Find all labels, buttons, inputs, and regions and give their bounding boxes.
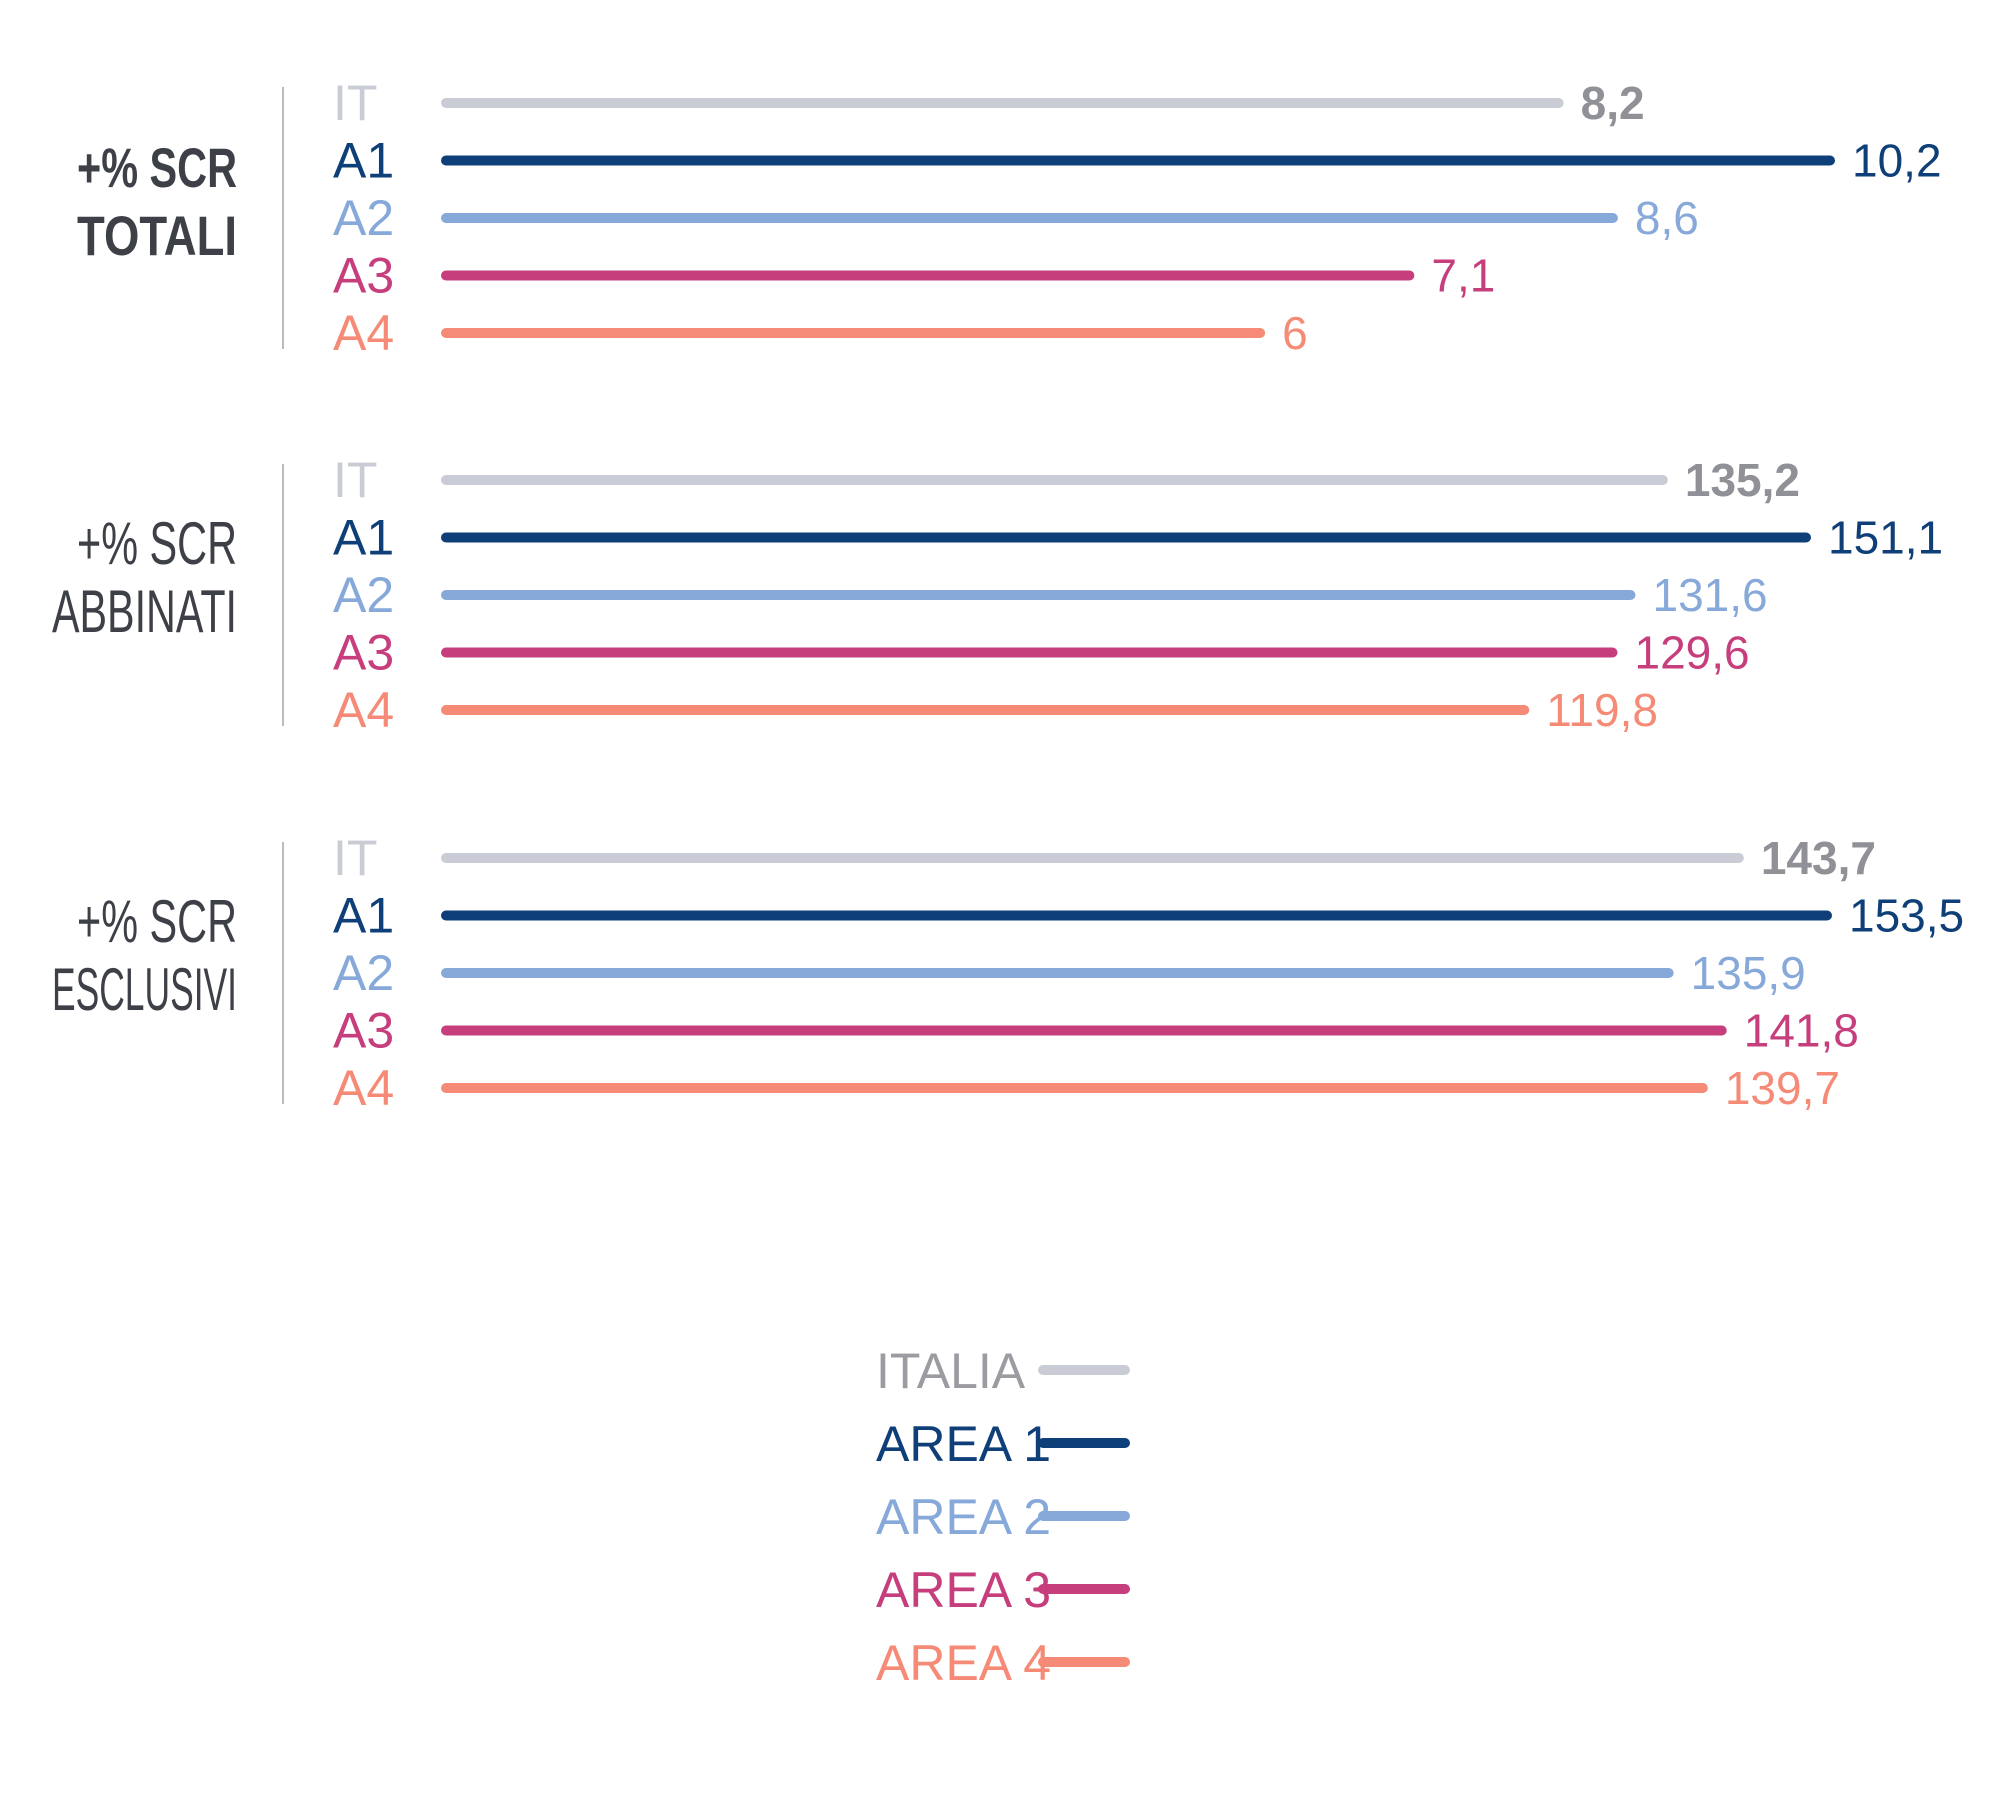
category-label: A3 xyxy=(333,248,394,304)
category-label: A3 xyxy=(333,625,394,681)
category-label: A1 xyxy=(333,133,394,189)
category-label: IT xyxy=(333,830,377,886)
value-label: 151,1 xyxy=(1828,512,1943,564)
value-label: 8,6 xyxy=(1635,192,1699,244)
category-label: A2 xyxy=(333,190,394,246)
group-title: +% SCR xyxy=(77,136,237,199)
legend-label: AREA 2 xyxy=(876,1489,1051,1545)
category-label: A1 xyxy=(333,888,394,944)
value-label: 8,2 xyxy=(1581,77,1645,129)
category-label: A3 xyxy=(333,1003,394,1059)
value-label: 153,5 xyxy=(1849,890,1964,942)
legend-label: ITALIA xyxy=(876,1343,1026,1399)
category-label: A1 xyxy=(333,510,394,566)
group-title: TOTALI xyxy=(77,204,237,267)
value-label: 119,8 xyxy=(1546,684,1658,736)
value-label: 129,6 xyxy=(1634,627,1749,679)
value-label: 139,7 xyxy=(1725,1062,1840,1114)
value-label: 6 xyxy=(1282,307,1308,359)
category-label: A2 xyxy=(333,567,394,623)
value-label: 7,1 xyxy=(1431,250,1495,302)
group-title: +% SCR xyxy=(77,510,237,577)
value-label: 131,6 xyxy=(1652,569,1767,621)
legend-label: AREA 4 xyxy=(876,1635,1051,1691)
category-label: IT xyxy=(333,452,377,508)
category-label: A4 xyxy=(333,305,394,361)
category-label: IT xyxy=(333,75,377,131)
category-label: A4 xyxy=(333,1060,394,1116)
value-label: 10,2 xyxy=(1852,135,1942,187)
value-label: 135,9 xyxy=(1691,947,1806,999)
category-label: A2 xyxy=(333,945,394,1001)
group-title: ESCLUSIVI xyxy=(52,956,237,1023)
legend-label: AREA 3 xyxy=(876,1562,1051,1618)
value-label: 135,2 xyxy=(1685,454,1800,506)
value-label: 141,8 xyxy=(1744,1005,1859,1057)
category-label: A4 xyxy=(333,682,394,738)
group-title: ABBINATI xyxy=(52,578,237,645)
value-label: 143,7 xyxy=(1761,832,1876,884)
group-title: +% SCR xyxy=(77,888,237,955)
legend-label: AREA 1 xyxy=(876,1416,1051,1472)
